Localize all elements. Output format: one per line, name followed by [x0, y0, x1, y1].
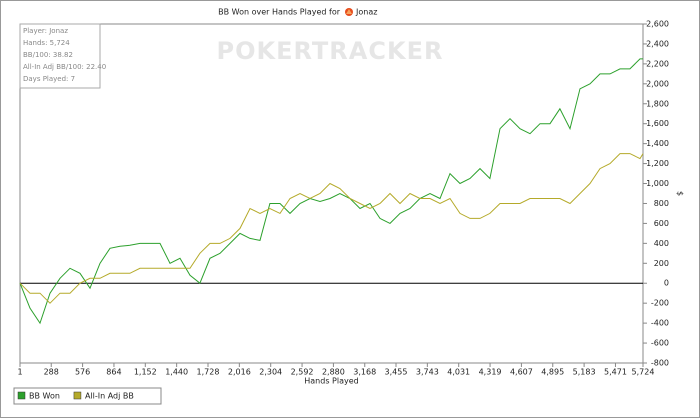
y-tick-label: -600 [651, 339, 669, 348]
info-line: Hands: 5,724 [23, 39, 70, 47]
plot-border [19, 23, 644, 364]
info-line: BB/100: 38.82 [23, 51, 73, 59]
legend-label: All-In Adj BB [85, 392, 134, 401]
x-tick-label: 5,471 [604, 368, 627, 377]
x-tick-label: 2,304 [259, 368, 282, 377]
x-tick-label: 2,880 [322, 368, 345, 377]
y-tick-label: 2,200 [646, 59, 669, 68]
x-axis-title: Hands Played [304, 377, 358, 386]
legend-box [13, 387, 162, 405]
player-name: Jonaz [355, 8, 377, 17]
x-tick-label: 2,016 [228, 368, 251, 377]
info-line: Days Played: 7 [23, 75, 75, 83]
info-line: Player: Jonaz [23, 27, 68, 35]
legend-swatch [73, 391, 82, 400]
y-tick-label: 800 [654, 199, 669, 208]
x-tick-label: 576 [75, 368, 90, 377]
x-tick-label: 3,743 [416, 368, 439, 377]
info-line: All-In Adj BB/100: 22.40 [23, 63, 106, 71]
y-tick-label: 1,400 [646, 139, 669, 148]
chart-title: BB Won over Hands Played for [218, 8, 341, 17]
x-tick-label: 3,168 [353, 368, 376, 377]
legend-swatch [17, 391, 26, 400]
y-tick-label: 1,000 [646, 179, 669, 188]
x-tick-label: 4,895 [541, 368, 564, 377]
x-tick-label: 4,031 [447, 368, 470, 377]
y-tick-label: 2,000 [646, 79, 669, 88]
x-tick-label: 1,152 [134, 368, 157, 377]
y-tick-label: 200 [654, 259, 669, 268]
x-tick-label: 5,183 [573, 368, 596, 377]
x-tick-label: 2,592 [291, 368, 314, 377]
player-icon [345, 8, 353, 16]
series-line [19, 58, 643, 325]
y-tick-label: 1,200 [646, 159, 669, 168]
x-tick-label: 864 [106, 368, 121, 377]
x-tick-label: 1,728 [197, 368, 220, 377]
y-tick-label: 0 [664, 279, 669, 288]
x-tick-label: 288 [44, 368, 59, 377]
y-axis-title: $ [676, 191, 685, 196]
legend-label: BB Won [29, 392, 60, 401]
info-box [19, 23, 101, 89]
x-tick-label: 5,724 [632, 368, 655, 377]
x-tick-label: 4,607 [510, 368, 533, 377]
y-tick-label: -800 [651, 359, 669, 368]
y-tick-label: 1,600 [646, 119, 669, 128]
y-tick-label: 400 [654, 239, 669, 248]
x-tick-label: 4,319 [479, 368, 502, 377]
x-tick-label: 1 [17, 368, 22, 377]
x-tick-label: 1,440 [165, 368, 188, 377]
y-tick-label: -400 [651, 319, 669, 328]
y-tick-label: 600 [654, 219, 669, 228]
y-tick-label: 1,800 [646, 99, 669, 108]
series-line [19, 153, 644, 304]
y-tick-label: 2,600 [646, 20, 669, 29]
watermark: POKERTRACKER [217, 37, 444, 65]
y-tick-label: 2,400 [646, 39, 669, 48]
x-tick-label: 3,455 [385, 368, 408, 377]
y-tick-label: -200 [651, 299, 669, 308]
